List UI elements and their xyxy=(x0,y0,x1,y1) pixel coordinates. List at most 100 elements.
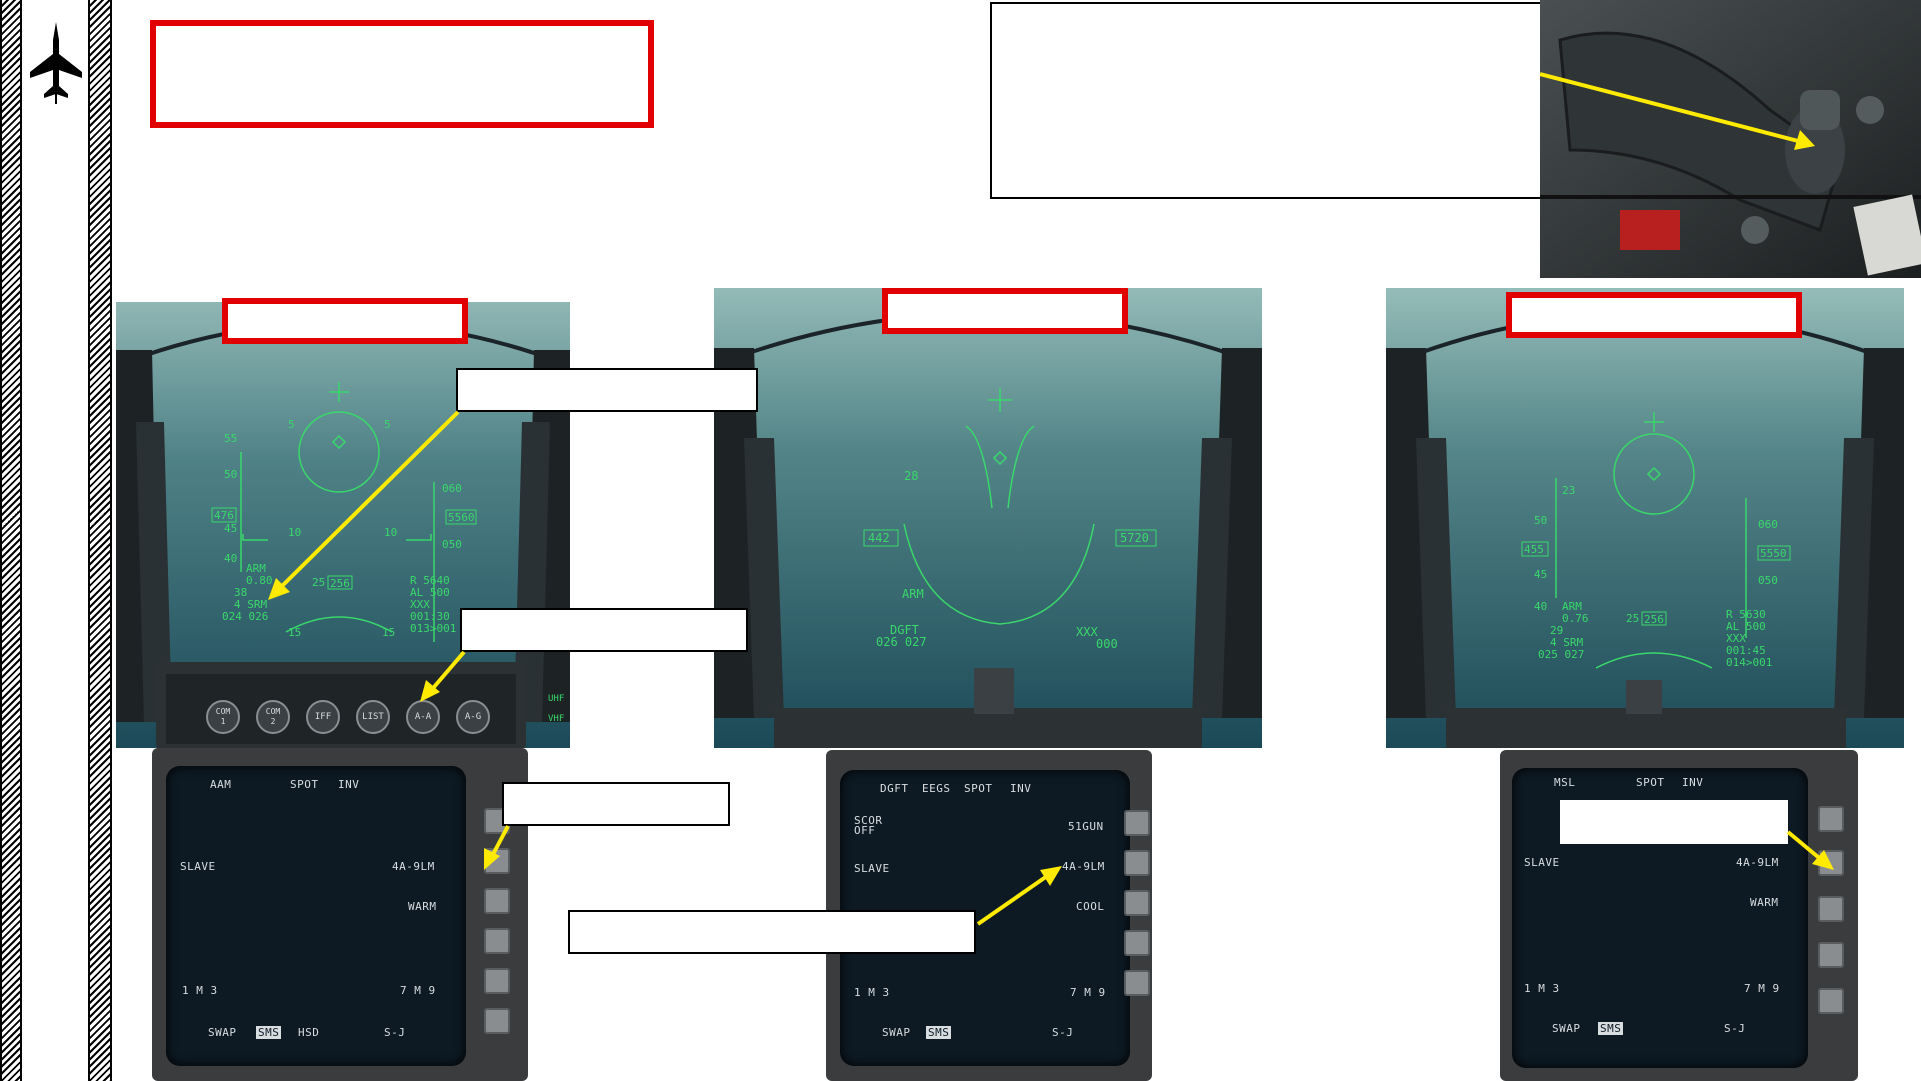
svg-text:ARM: ARM xyxy=(246,562,266,575)
svg-text:25: 25 xyxy=(312,576,325,589)
svg-text:R 5630: R 5630 xyxy=(1726,608,1766,621)
mfd-right-osb-r3[interactable] xyxy=(1818,896,1844,922)
mfd-right-swap[interactable]: SWAP xyxy=(1552,1022,1581,1035)
mfd-right-osb-r4[interactable] xyxy=(1818,942,1844,968)
mfd-left-s-j[interactable]: S-J xyxy=(384,1026,406,1039)
mfd-left-top-inv[interactable]: INV xyxy=(338,778,360,791)
svg-text:XXX: XXX xyxy=(1076,625,1098,639)
svg-text:5: 5 xyxy=(288,418,295,431)
mfd-left-screen xyxy=(166,766,466,1066)
ufc-aa-callout-box xyxy=(460,608,748,652)
mfd-mid-osb-r2[interactable] xyxy=(1124,850,1150,876)
left-border-stripe xyxy=(0,0,22,1081)
svg-text:050: 050 xyxy=(442,538,462,551)
mfd-mid-slave[interactable]: SLAVE xyxy=(854,862,890,875)
fighter-jet-icon xyxy=(30,22,82,104)
mfd-left-warm[interactable]: WARM xyxy=(408,900,437,913)
svg-text:000: 000 xyxy=(1096,637,1118,651)
mfd-mid-bottom-left: 1 M 3 xyxy=(854,986,890,999)
mfd-mid-top-spot[interactable]: SPOT xyxy=(964,782,993,795)
svg-text:4 SRM: 4 SRM xyxy=(234,598,267,611)
ufc-button-a-a[interactable]: A-A xyxy=(406,700,440,734)
svg-text:060: 060 xyxy=(1758,518,1778,531)
svg-text:45: 45 xyxy=(1534,568,1547,581)
mfd-mid-osb-r1[interactable] xyxy=(1124,810,1150,836)
hud-target-callout-box xyxy=(456,368,758,412)
mfd-right-warm[interactable]: WARM xyxy=(1750,896,1779,909)
mfd-right-weapon[interactable]: 4A-9LM xyxy=(1736,856,1779,869)
mfd-left-swap[interactable]: SWAP xyxy=(208,1026,237,1039)
mfd-right-s-j[interactable]: S-J xyxy=(1724,1022,1746,1035)
svg-text:001:30: 001:30 xyxy=(410,610,450,623)
ufc-button-list[interactable]: LIST xyxy=(356,700,390,734)
ufc-button-com2[interactable]: COM 2 xyxy=(256,700,290,734)
mfd-right-bottom-left: 1 M 3 xyxy=(1524,982,1560,995)
title-callout-box xyxy=(150,20,654,128)
mfd-left-osb-r6[interactable] xyxy=(484,1008,510,1034)
svg-text:DGFT: DGFT xyxy=(890,623,919,637)
mfd-mid-top-dgft[interactable]: DGFT xyxy=(880,782,909,795)
throttle-photo xyxy=(1540,0,1921,278)
mfd-left-sms[interactable]: SMS xyxy=(256,1026,282,1039)
svg-text:XXX: XXX xyxy=(410,598,430,611)
mfd-mid-top-inv[interactable]: INV xyxy=(1010,782,1032,795)
mfd-mid-osb-r5[interactable] xyxy=(1124,970,1150,996)
svg-text:10: 10 xyxy=(288,526,301,539)
svg-text:001:45: 001:45 xyxy=(1726,644,1766,657)
svg-text:50: 50 xyxy=(1534,514,1547,527)
mfd-right-sms[interactable]: SMS xyxy=(1598,1022,1624,1035)
ufc-button-com1[interactable]: COM 1 xyxy=(206,700,240,734)
ufc-button-a-g[interactable]: A-G xyxy=(456,700,490,734)
mfd-mid-swap[interactable]: SWAP xyxy=(882,1026,911,1039)
mfd-right-bottom-right: 7 M 9 xyxy=(1744,982,1780,995)
mfd-mid-osb-r3[interactable] xyxy=(1124,890,1150,916)
hud-right-view: 23 50 45 40 455 060 050 5550 ARM 0.76 29… xyxy=(1386,288,1904,748)
svg-text:R 5640: R 5640 xyxy=(410,574,450,587)
mfd-left-weapon[interactable]: 4A-9LM xyxy=(392,860,435,873)
mfd-mid-cool[interactable]: COOL xyxy=(1076,900,1105,913)
description-callout-box xyxy=(990,2,1542,199)
mfd-mid-scor[interactable]: SCOR OFF xyxy=(854,814,883,837)
svg-text:026 027: 026 027 xyxy=(876,635,927,649)
svg-text:025 027: 025 027 xyxy=(1538,648,1584,661)
svg-text:XXX: XXX xyxy=(1726,632,1746,645)
mfd-left-osb-r4[interactable] xyxy=(484,928,510,954)
ufc-label-vhf: VHF xyxy=(548,714,565,724)
mfd-right-top-msl[interactable]: MSL xyxy=(1554,776,1576,789)
mfd-right-osb-r1[interactable] xyxy=(1818,806,1844,832)
throttle-arrow xyxy=(1540,72,1815,150)
mfd-mid-weapon[interactable]: 4A-9LM xyxy=(1062,860,1105,873)
svg-text:013>001: 013>001 xyxy=(410,622,456,635)
svg-text:40: 40 xyxy=(1534,600,1547,613)
mfd-left-top-spot[interactable]: SPOT xyxy=(290,778,319,791)
svg-text:40: 40 xyxy=(224,552,237,565)
mfd-left-slave[interactable]: SLAVE xyxy=(180,860,216,873)
mfd-left-top-aam[interactable]: AAM xyxy=(210,778,232,791)
mfd-right-osb-r5[interactable] xyxy=(1818,988,1844,1014)
ufc-label-uhf: UHF xyxy=(548,694,565,704)
mfd-left: AAM SPOT INV SLAVE 4A-9LM WARM 1 M 3 7 M… xyxy=(152,748,528,1081)
svg-text:15: 15 xyxy=(382,626,395,639)
svg-text:ARM: ARM xyxy=(902,587,924,601)
ufc-button-iff[interactable]: IFF xyxy=(306,700,340,734)
mfd-left-osb-r5[interactable] xyxy=(484,968,510,994)
mfd-mid-s-j[interactable]: S-J xyxy=(1052,1026,1074,1039)
mfd-mid-top-eegs[interactable]: EEGS xyxy=(922,782,951,795)
mfd-left-hsd[interactable]: HSD xyxy=(298,1026,320,1039)
mfd-right-top-spot[interactable]: SPOT xyxy=(1636,776,1665,789)
mfd-mid-bottom-right: 7 M 9 xyxy=(1070,986,1106,999)
mfd-mid-sms[interactable]: SMS xyxy=(926,1026,952,1039)
mfd-left-osb-r3[interactable] xyxy=(484,888,510,914)
svg-text:38: 38 xyxy=(234,586,247,599)
svg-text:5560: 5560 xyxy=(448,511,475,524)
svg-text:0.80: 0.80 xyxy=(246,574,273,587)
svg-text:10: 10 xyxy=(384,526,397,539)
mfd-right-top-inv[interactable]: INV xyxy=(1682,776,1704,789)
svg-text:5: 5 xyxy=(384,418,391,431)
svg-text:29: 29 xyxy=(1550,624,1563,637)
mfd-mid-gun[interactable]: 51GUN xyxy=(1068,820,1104,833)
mfd-right-slave[interactable]: SLAVE xyxy=(1524,856,1560,869)
svg-text:5720: 5720 xyxy=(1120,531,1149,545)
mfd-mid-osb-r4[interactable] xyxy=(1124,930,1150,956)
